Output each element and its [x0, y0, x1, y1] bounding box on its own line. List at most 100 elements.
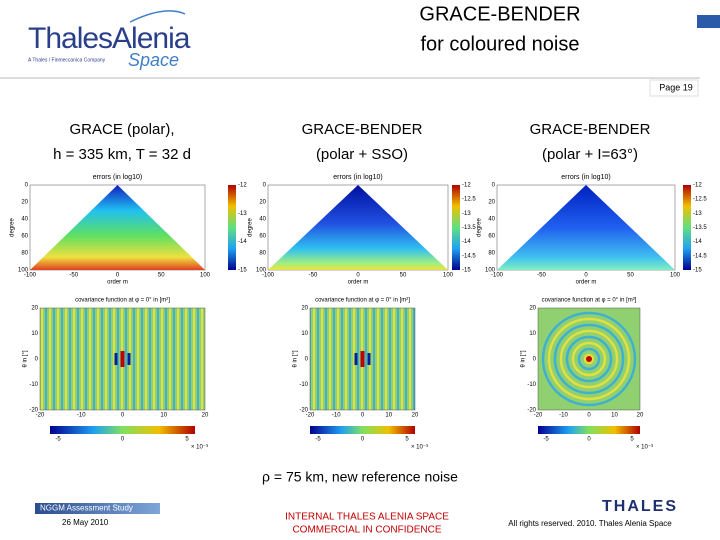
x-axis-label: order m — [348, 280, 369, 286]
confidential: INTERNAL THALES ALENIA SPACE — [285, 512, 449, 523]
colorbar-tick-label: -12 — [462, 183, 471, 189]
caption: ρ = 75 km, new reference noise — [262, 469, 458, 485]
y-tick-label: 20 — [21, 200, 28, 206]
error-heatmap — [268, 185, 448, 270]
colorbar-tick-label: -13 — [238, 211, 247, 217]
colorbar — [310, 426, 415, 434]
y-tick-label: -20 — [299, 408, 308, 414]
x-tick-label: -10 — [332, 413, 341, 419]
colorbar-tick-label: -5 — [55, 437, 61, 443]
plot-title: errors (in log10) — [333, 174, 382, 181]
logo-space: Space — [128, 50, 179, 70]
colorbar-tick-label: -14 — [462, 239, 471, 245]
cov-ring — [571, 341, 607, 377]
colorbar-tick-label: -13.5 — [462, 225, 476, 231]
plot-title: errors (in log10) — [561, 174, 610, 181]
y-tick-label: -10 — [299, 382, 308, 388]
colorbar — [683, 185, 691, 270]
y-tick-label: 40 — [488, 217, 495, 223]
cov-ring — [547, 317, 631, 401]
x-tick-label: -20 — [36, 413, 45, 419]
colorbar-tick-label: -5 — [315, 437, 321, 443]
y-tick-label: 0 — [35, 357, 39, 363]
colorbar-tick-label: -13.5 — [693, 225, 707, 231]
colorbar-tick-label: -12.5 — [693, 197, 707, 203]
y-tick-label: -20 — [29, 408, 38, 414]
cov-ring — [541, 311, 637, 407]
cov-ring — [583, 353, 595, 365]
y-tick-label: 100 — [485, 268, 496, 274]
x-tick-label: -50 — [537, 273, 546, 279]
colorbar-tick-label: -14 — [693, 239, 702, 245]
colorbar-tick-label: 5 — [185, 437, 189, 443]
x-tick-label: 20 — [202, 413, 209, 419]
y-tick-label: 10 — [31, 331, 38, 337]
y-tick-label: 40 — [259, 217, 266, 223]
y-axis-label: degree — [477, 217, 483, 236]
x-tick-label: 20 — [412, 413, 419, 419]
x-tick-label: 10 — [611, 413, 618, 419]
x-axis-label: order m — [576, 280, 597, 286]
x-tick-label: 50 — [400, 273, 407, 279]
panel-heading: h = 335 km, T = 32 d — [53, 146, 191, 163]
plot-frame — [537, 307, 641, 411]
x-tick-label: -20 — [306, 413, 315, 419]
colorbar-unit: × 10⁻³ — [411, 445, 428, 451]
x-tick-label: -10 — [559, 413, 568, 419]
panel-heading: GRACE-BENDER — [302, 121, 423, 138]
colorbar-tick-label: -13 — [693, 211, 702, 217]
confidential: COMMERCIAL IN CONFIDENCE — [292, 525, 441, 536]
cov-ring — [565, 335, 613, 383]
x-tick-label: -50 — [309, 273, 318, 279]
logo-text: ThalesAlenia — [28, 22, 191, 55]
x-tick-label: 10 — [385, 413, 392, 419]
x-tick-label: 100 — [200, 273, 211, 279]
colorbar — [538, 426, 640, 434]
logo-swoosh — [129, 10, 186, 23]
date: 26 May 2010 — [62, 518, 109, 527]
cov-trough — [114, 353, 118, 365]
plot-frame — [39, 307, 206, 411]
panel-heading: (polar + I=63°) — [542, 146, 638, 163]
cov-peak — [586, 356, 592, 362]
colorbar-tick-label: -14.5 — [693, 253, 707, 259]
x-axis-label: order m — [107, 280, 128, 286]
colorbar — [228, 185, 236, 270]
x-tick-label: 20 — [637, 413, 644, 419]
x-tick-label: 0 — [121, 413, 125, 419]
colorbar — [452, 185, 460, 270]
y-tick-label: 10 — [301, 331, 308, 337]
colorbar-tick-label: -12 — [238, 183, 247, 189]
x-tick-label: 50 — [627, 273, 634, 279]
y-tick-label: 20 — [529, 306, 536, 312]
colorbar-tick-label: 0 — [121, 437, 125, 443]
colorbar-tick-label: 0 — [361, 437, 365, 443]
y-tick-label: 80 — [259, 251, 266, 257]
y-tick-label: 0 — [25, 183, 29, 189]
y-tick-label: 20 — [259, 200, 266, 206]
y-tick-label: 0 — [263, 183, 267, 189]
y-axis-label: θ in [°] — [23, 350, 29, 367]
y-tick-label: -20 — [527, 408, 536, 414]
x-tick-label: -50 — [69, 273, 78, 279]
colorbar-tick-label: -15 — [238, 268, 247, 274]
y-tick-label: 0 — [305, 357, 309, 363]
y-tick-label: -10 — [29, 382, 38, 388]
plot-title: covariance function at φ = 0° in [m²] — [75, 298, 170, 304]
y-tick-label: 60 — [21, 234, 28, 240]
page-box — [649, 79, 699, 97]
x-tick-label: -10 — [77, 413, 86, 419]
y-axis-label: θ in [°] — [521, 350, 527, 367]
x-tick-label: 0 — [584, 273, 588, 279]
colorbar-tick-label: 5 — [630, 437, 634, 443]
x-tick-label: -20 — [534, 413, 543, 419]
y-tick-label: 10 — [529, 331, 536, 337]
rights: All rights reserved. 2010. Thales Alenia… — [508, 519, 672, 528]
x-tick-label: 10 — [160, 413, 167, 419]
y-tick-label: 100 — [256, 268, 267, 274]
panel-heading: GRACE (polar), — [69, 121, 174, 138]
panels: GRACE (polar), h = 335 km, T = 32 d errors… — [10, 121, 708, 451]
cov-trough — [127, 353, 131, 365]
y-tick-label: 20 — [301, 306, 308, 312]
